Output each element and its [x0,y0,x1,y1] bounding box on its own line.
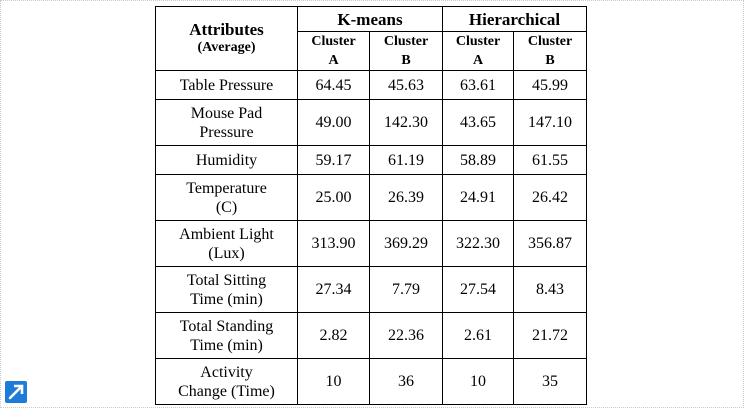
value-cell: 369.29 [368,220,444,267]
attribute-label: Total Standing [179,317,274,335]
table-row: Total Sitting Time (min) 27.34 7.79 27.54 8.4… [155,266,588,313]
cluster-header-line1: Cluster [455,34,501,49]
table-row: Total Standing Time (min) 2.82 22.36 2.61 21.… [155,312,588,359]
value-cell: 43.65 [442,99,515,146]
cluster-header-line1: Cluster [311,34,356,49]
value-cell: 58.89 [442,145,515,175]
value-cell: 8.43 [513,266,588,313]
attribute-label: Activity [200,363,253,381]
cluster-header: Cluster A [297,31,370,71]
value-cell: 356.87 [513,220,588,267]
cluster-header-line1: Cluster [383,34,429,49]
attribute-cell: Mouse Pad Pressure [155,99,298,146]
attribute-label: (Lux) [208,244,245,262]
attributes-header-sub: (Average) [197,40,256,55]
value-cell: 142.30 [368,99,444,146]
value-cell: 24.91 [442,174,515,221]
attribute-label: Table Pressure [179,76,274,94]
attribute-label: Total Sitting [186,271,267,289]
kmeans-header: K-means [296,6,444,32]
value-cell: 322.30 [442,220,515,267]
attribute-cell: Temperature (C) [155,174,298,221]
value-cell: 36 [368,358,444,405]
attributes-header-label: Attributes [189,20,264,39]
attribute-cell: Total Standing Time (min) [155,312,298,359]
attribute-label: Pressure [199,123,254,141]
cluster-header-line2: A [328,53,339,68]
value-cell: 22.36 [368,312,444,359]
value-cell: 2.61 [442,312,515,359]
attribute-cell: Humidity [155,145,298,175]
table-row: Ambient Light (Lux) 313.90 369.29 322.30 356.… [155,220,588,267]
value-cell: 2.82 [297,312,370,359]
attribute-label: Time (min) [190,290,263,308]
table-row: Table Pressure 64.45 45.63 63.61 45.99 [155,70,588,100]
attribute-label: (C) [215,198,238,216]
value-cell: 10 [297,358,370,405]
value-cell: 59.17 [297,145,370,175]
value-cell: 45.99 [513,70,588,100]
attribute-label: Mouse Pad [190,104,263,122]
value-cell: 45.63 [368,70,444,100]
cluster-header: Cluster A [442,31,515,71]
attribute-cell: Table Pressure [155,70,298,100]
value-cell: 27.34 [297,266,370,313]
value-cell: 147.10 [513,99,588,146]
value-cell: 26.42 [513,174,588,221]
cluster-header-line1: Cluster [527,34,573,49]
table-row: Activity Change (Time) 10 36 10 35 [155,358,588,405]
expand-arrow-icon [8,384,24,400]
value-cell: 64.45 [297,70,370,100]
cluster-header-line2: B [545,53,555,68]
value-cell: 313.90 [297,220,370,267]
cluster-header-line2: B [401,53,411,68]
value-cell: 35 [513,358,588,405]
cluster-comparison-table: Attributes (Average) K-means Hierarchica… [155,6,588,405]
attribute-label: Humidity [195,151,258,169]
value-cell: 21.72 [513,312,588,359]
cluster-header: Cluster B [368,31,444,71]
value-cell: 61.19 [368,145,444,175]
cluster-header: Cluster B [513,31,588,71]
attribute-cell: Total Sitting Time (min) [155,266,298,313]
value-cell: 26.39 [368,174,444,221]
value-cell: 25.00 [297,174,370,221]
expand-icon[interactable] [5,381,27,403]
value-cell: 49.00 [297,99,370,146]
value-cell: 7.79 [368,266,444,313]
attribute-label: Temperature [186,179,267,197]
attribute-cell: Ambient Light (Lux) [155,220,298,267]
attribute-label: Change (Time) [178,382,275,400]
hierarchical-header: Hierarchical [442,6,588,32]
attributes-header: Attributes (Average) [155,6,298,71]
cluster-header-line2: A [472,53,484,68]
table-row: Humidity 59.17 61.19 58.89 61.55 [155,145,588,175]
table-row: Temperature (C) 25.00 26.39 24.91 26.42 [155,174,588,221]
value-cell: 27.54 [442,266,515,313]
attribute-label: Time (min) [190,336,263,354]
value-cell: 63.61 [442,70,515,100]
value-cell: 10 [442,358,515,405]
value-cell: 61.55 [513,145,588,175]
attribute-label: Ambient Light [179,225,274,243]
table-row: Mouse Pad Pressure 49.00 142.30 43.65 147.10 [155,99,588,146]
attribute-cell: Activity Change (Time) [155,358,298,405]
